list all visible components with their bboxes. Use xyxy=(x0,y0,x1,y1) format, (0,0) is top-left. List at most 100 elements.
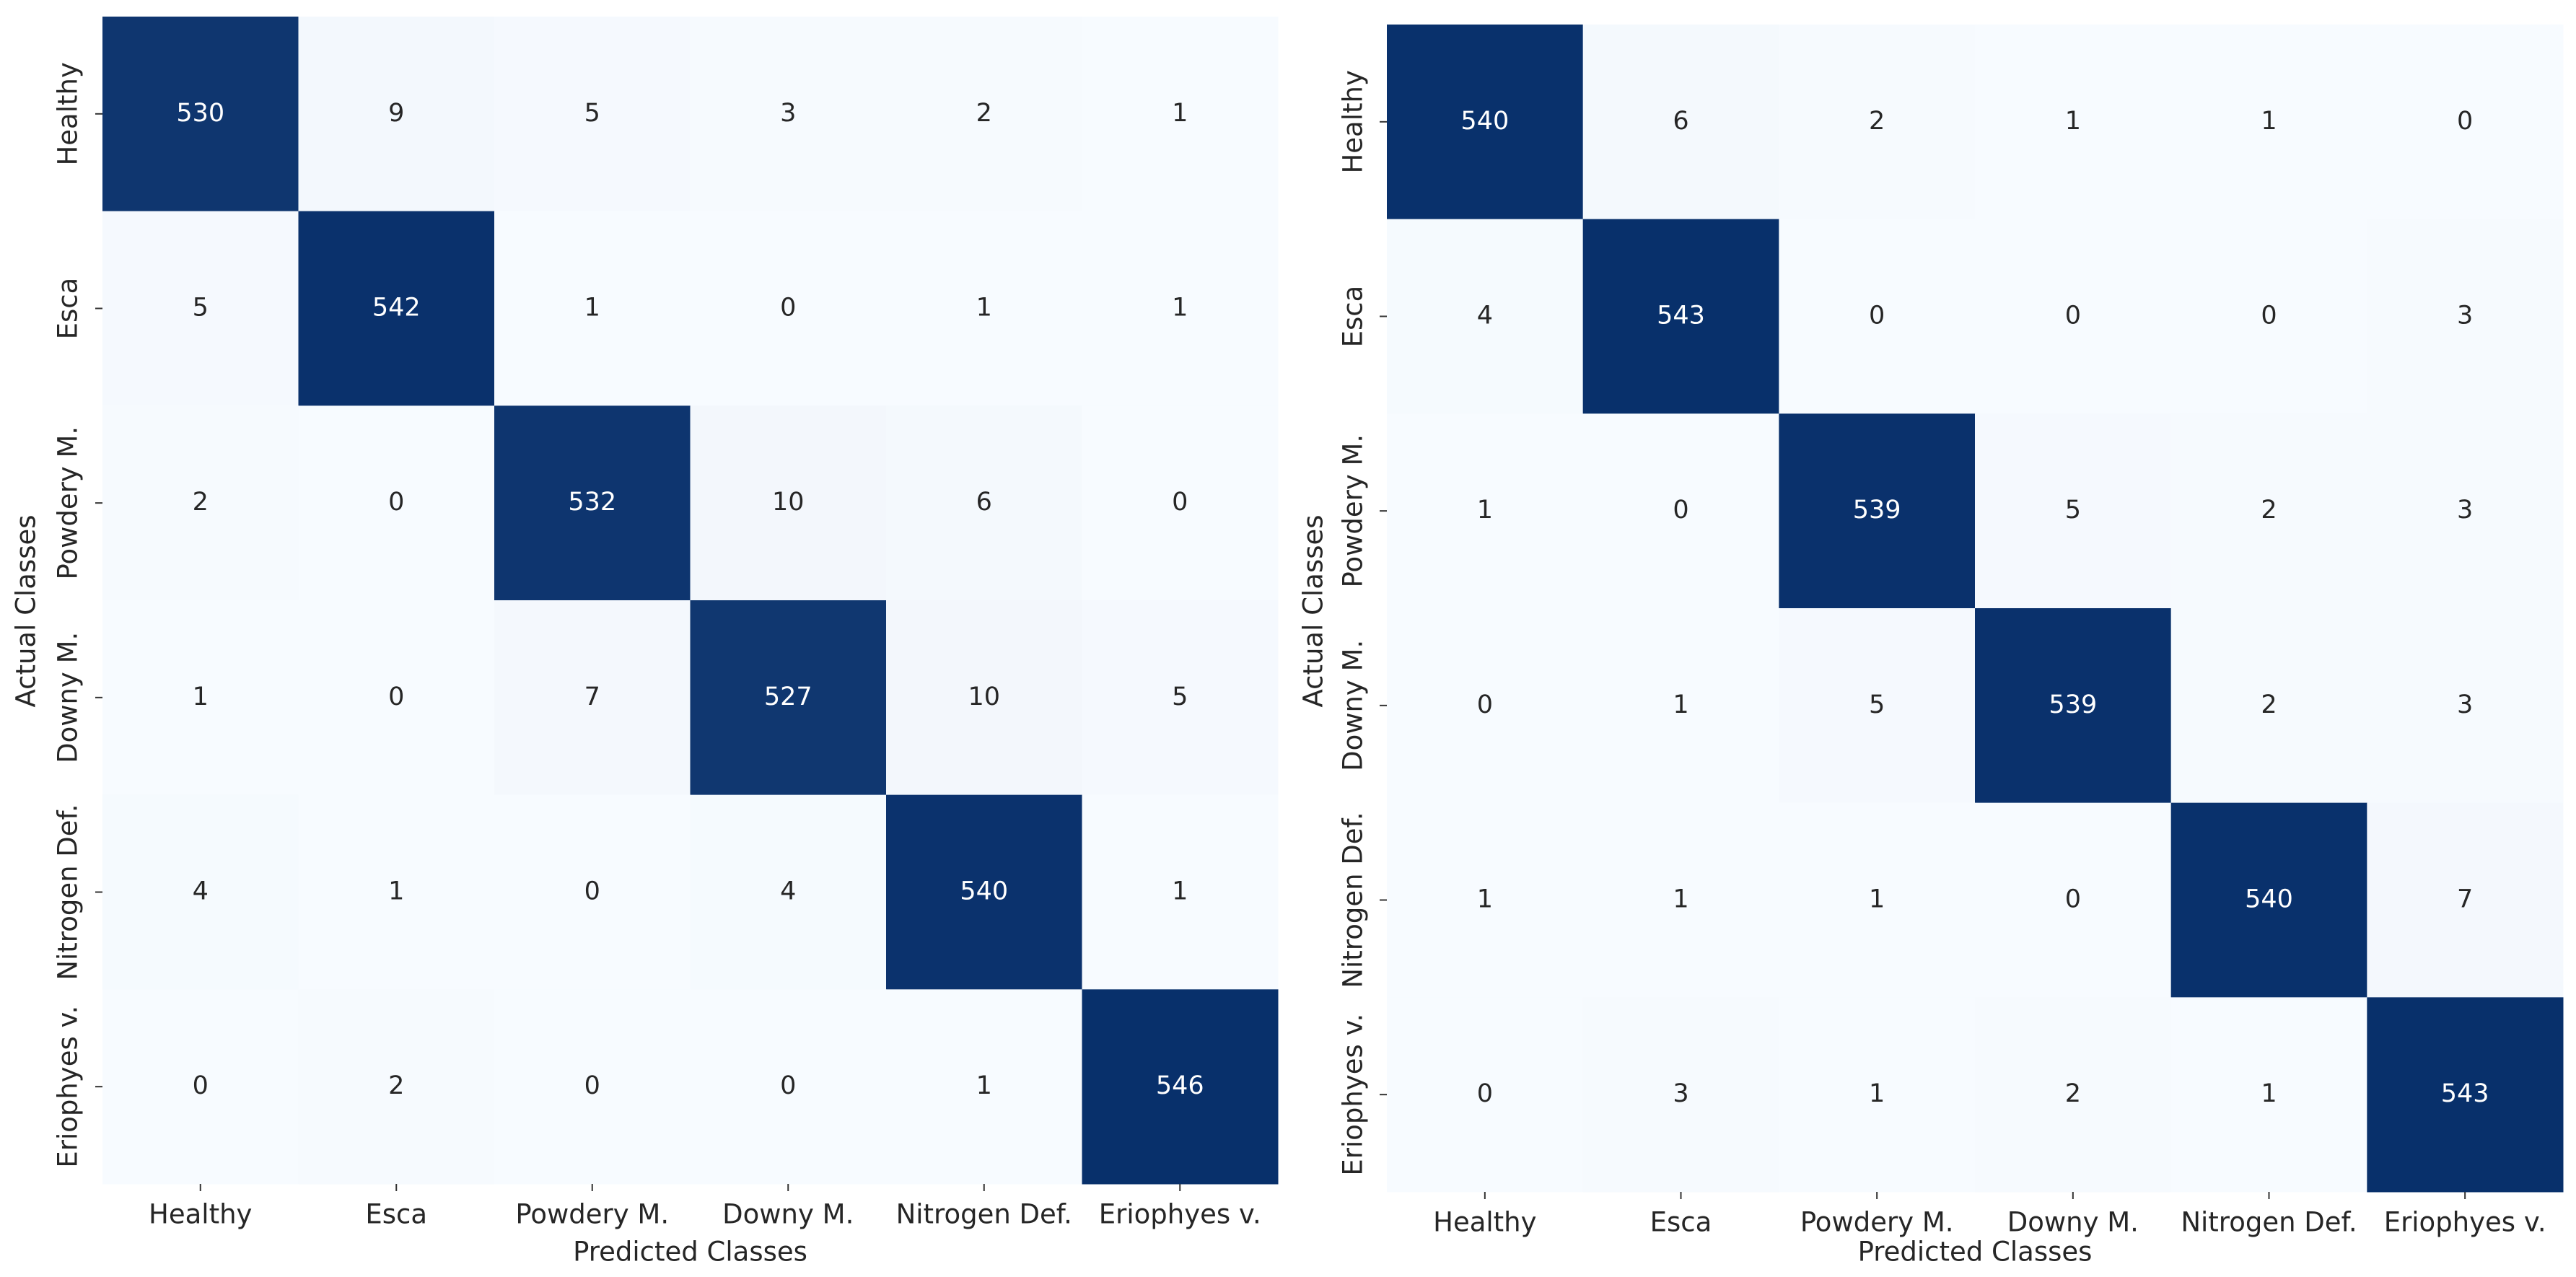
cell-label: 0 xyxy=(1477,1079,1493,1108)
heatmap-cell xyxy=(1582,413,1779,609)
cell-label: 4 xyxy=(780,877,796,906)
heatmap-cell xyxy=(1082,600,1279,796)
heatmap-cell xyxy=(1387,219,1584,414)
y-tick-label: Esca xyxy=(1338,286,1369,348)
cell-label: 1 xyxy=(1869,1079,1885,1108)
heatmap-cell xyxy=(1387,997,1584,1193)
heatmap-cell xyxy=(102,794,299,990)
heatmap-cell xyxy=(1082,405,1279,601)
heatmap-cell xyxy=(690,600,887,796)
heatmap-cell xyxy=(2367,802,2564,998)
heatmap-cell xyxy=(102,600,299,796)
x-tick-label: Nitrogen Def. xyxy=(2181,1207,2357,1238)
heatmap-cell xyxy=(1082,17,1279,212)
heatmap-cell xyxy=(1582,997,1779,1193)
cell-label: 542 xyxy=(372,294,421,322)
heatmap-cell xyxy=(1082,989,1279,1185)
heatmap-cell xyxy=(1975,219,2172,414)
cell-label: 0 xyxy=(780,294,796,322)
cell-label: 539 xyxy=(2049,690,2097,719)
y-tick-label: Healthy xyxy=(53,62,84,165)
cell-label: 0 xyxy=(1869,302,1885,330)
heatmap-cell xyxy=(690,17,887,212)
cell-label: 532 xyxy=(568,488,616,517)
y-tick-label: Esca xyxy=(53,278,84,340)
cell-label: 5 xyxy=(584,99,600,128)
y-axis-label: Actual Classes xyxy=(11,514,42,707)
heatmap-cell xyxy=(1779,997,1976,1193)
heatmap-cell xyxy=(2170,997,2367,1193)
heatmap-cell xyxy=(102,989,299,1185)
y-axis-label: Actual Classes xyxy=(1298,514,1329,707)
x-tick-label: Healthy xyxy=(149,1199,252,1230)
y-tick-label: Powdery M. xyxy=(53,426,84,580)
heatmap-cell xyxy=(2367,608,2564,804)
heatmap-cell xyxy=(2170,608,2367,804)
y-tick-label: Downy M. xyxy=(1338,640,1369,771)
heatmap-cell xyxy=(690,211,887,406)
cell-label: 0 xyxy=(584,1071,600,1100)
heatmap-cell xyxy=(494,989,691,1185)
x-tick-label: Healthy xyxy=(1433,1207,1536,1238)
cell-label: 0 xyxy=(2065,885,2081,914)
cell-label: 5 xyxy=(193,294,209,322)
heatmap-cell xyxy=(1582,25,1779,220)
cell-label: 6 xyxy=(976,488,992,517)
cell-label: 1 xyxy=(1673,690,1688,719)
heatmap-cell xyxy=(1975,997,2172,1193)
cell-label: 2 xyxy=(1869,107,1885,136)
y-tick-label: Powdery M. xyxy=(1338,434,1369,588)
heatmap-cell xyxy=(298,794,495,990)
cell-label: 0 xyxy=(584,877,600,906)
cell-label: 1 xyxy=(2261,1079,2277,1108)
cell-label: 0 xyxy=(2457,107,2473,136)
cell-label: 10 xyxy=(968,683,1000,711)
heatmap-cell xyxy=(1582,802,1779,998)
heatmap-cell xyxy=(2170,25,2367,220)
y-tick-label: Eriophyes v. xyxy=(1338,1014,1369,1176)
heatmap-cell xyxy=(690,405,887,601)
cell-label: 0 xyxy=(1172,488,1188,517)
heatmap-cell xyxy=(886,211,1082,406)
cell-label: 10 xyxy=(772,488,805,517)
heatmap-cell xyxy=(1975,25,2172,220)
y-tick-label: Nitrogen Def. xyxy=(1338,812,1369,988)
heatmap-cell xyxy=(1387,802,1584,998)
heatmap-cell xyxy=(298,600,495,796)
heatmap-cell xyxy=(2367,25,2564,220)
heatmap-cell xyxy=(494,600,691,796)
cell-label: 1 xyxy=(976,294,992,322)
cell-label: 1 xyxy=(2261,107,2277,136)
x-tick-label: Powdery M. xyxy=(515,1199,669,1230)
cell-label: 2 xyxy=(193,488,209,517)
cell-label: 0 xyxy=(193,1071,209,1100)
cell-label: 5 xyxy=(1172,683,1188,711)
heatmap-cell xyxy=(102,17,299,212)
heatmap-cell xyxy=(2170,219,2367,414)
heatmap-cell xyxy=(1779,25,1976,220)
cell-label: 1 xyxy=(1673,885,1688,914)
cell-label: 0 xyxy=(388,488,404,517)
cell-label: 2 xyxy=(388,1071,404,1100)
cell-label: 1 xyxy=(388,877,404,906)
heatmap-cell xyxy=(1082,794,1279,990)
cell-label: 1 xyxy=(1477,885,1493,914)
heatmap-cell xyxy=(690,794,887,990)
heatmap-cell xyxy=(2367,997,2564,1193)
heatmap-cell xyxy=(1779,608,1976,804)
x-axis-label: Predicted Classes xyxy=(573,1237,807,1268)
heatmap-cell xyxy=(494,211,691,406)
cell-label: 0 xyxy=(2261,302,2277,330)
cell-label: 1 xyxy=(1172,294,1188,322)
x-tick-label: Esca xyxy=(365,1199,427,1230)
heatmap-cell xyxy=(886,17,1082,212)
x-tick-label: Nitrogen Def. xyxy=(896,1199,1072,1230)
heatmap-cell xyxy=(1582,219,1779,414)
heatmap-cell xyxy=(886,794,1082,990)
cell-label: 5 xyxy=(2065,496,2081,525)
cell-label: 1 xyxy=(2065,107,2081,136)
cell-label: 0 xyxy=(780,1071,796,1100)
heatmap-cell xyxy=(690,989,887,1185)
y-tick-label: Healthy xyxy=(1338,70,1369,173)
